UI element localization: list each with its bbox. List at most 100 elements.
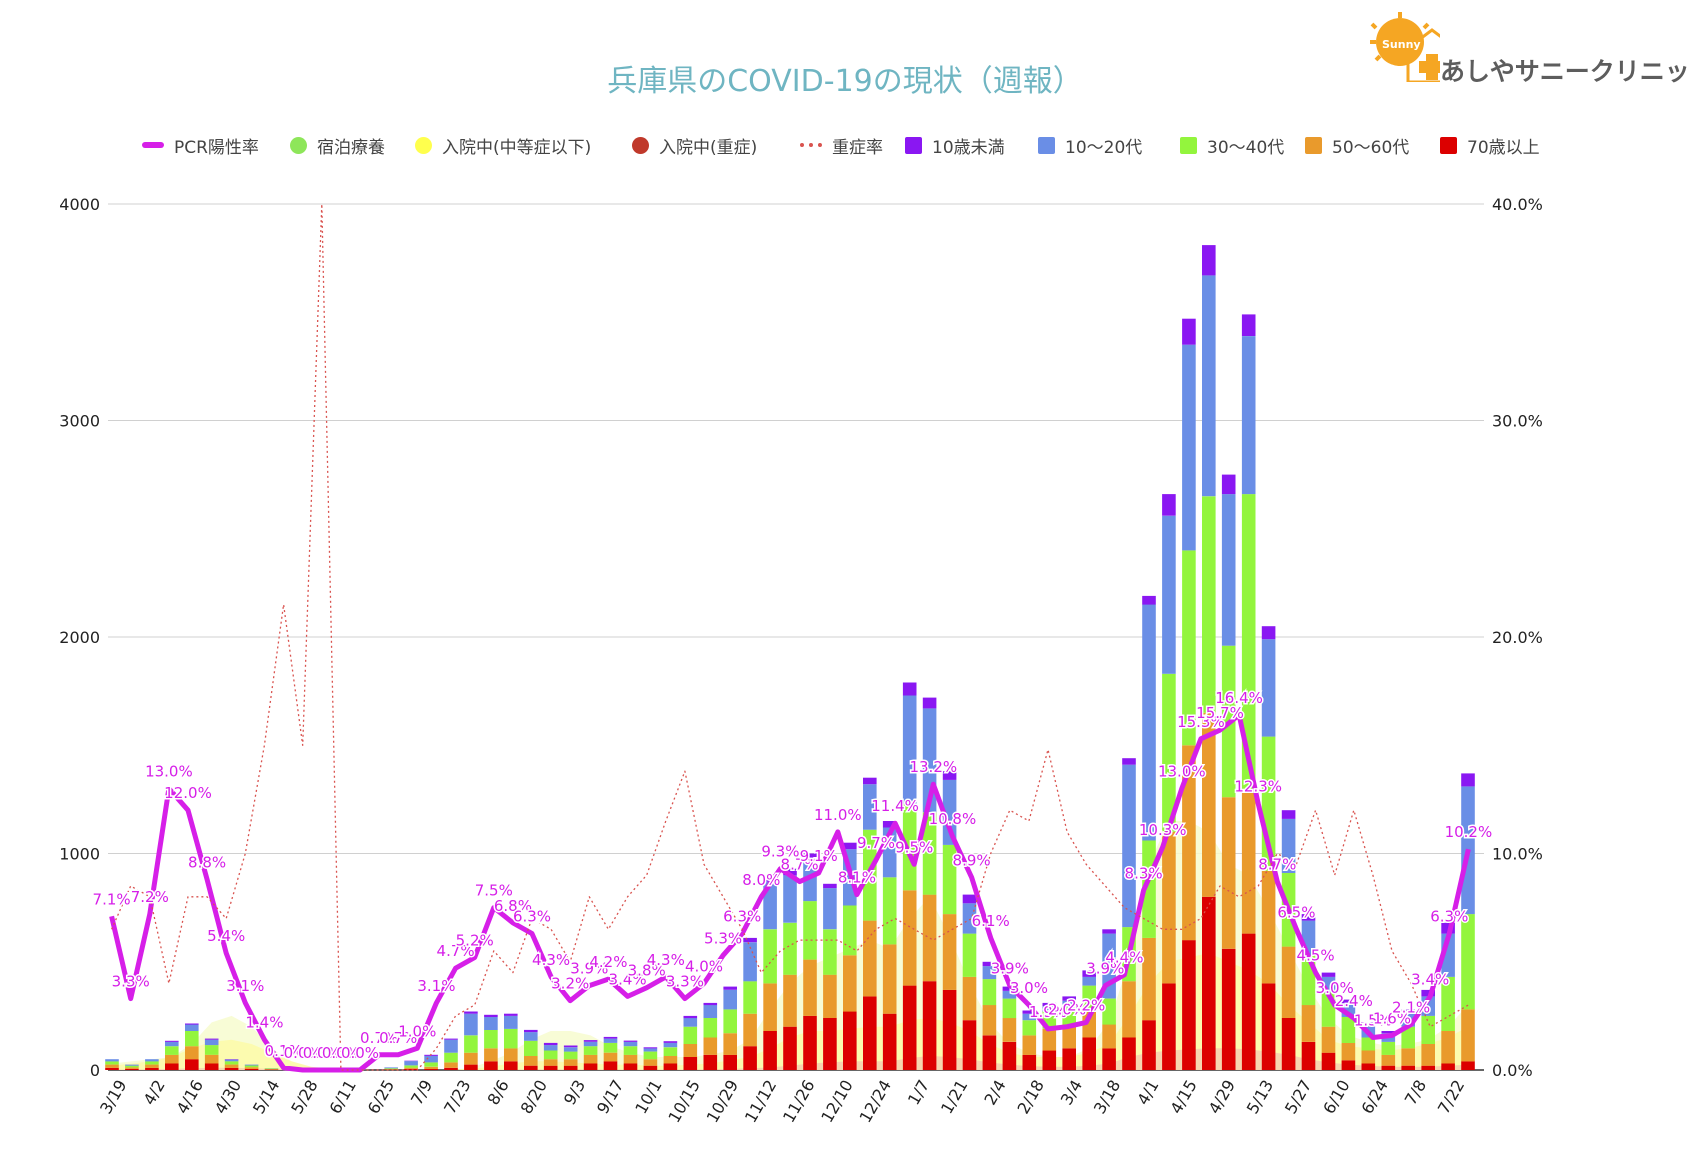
x-tick-label: 3/19 <box>96 1077 130 1118</box>
bar-30〜40代-8 <box>264 1068 279 1070</box>
bar-70歳以上-63 <box>1361 1063 1376 1070</box>
bar-50〜60代-40 <box>902 890 917 986</box>
legend-item-3[interactable]: 入院中(重症) <box>632 130 757 160</box>
bar-30〜40代-64 <box>1381 1041 1396 1055</box>
bar-10歳未満-23 <box>563 1045 578 1048</box>
legend-item-5[interactable]: 10歳未満 <box>905 130 1005 160</box>
bar-50〜60代-44 <box>982 1005 997 1036</box>
bar-30〜40代-49 <box>1082 985 1096 1010</box>
legend-item-7[interactable]: 30〜40代 <box>1180 130 1284 160</box>
x-tick-label: 8/6 <box>483 1077 512 1109</box>
bar-30〜40代-65 <box>1401 1026 1415 1049</box>
bar-10歳未満-3 <box>165 1040 179 1042</box>
legend-symbol <box>800 143 822 147</box>
pcr-data-label: 3.0% <box>1316 979 1354 997</box>
bar-10歳未満-34 <box>783 868 797 876</box>
bar-10〜20代-48 <box>1062 1000 1076 1008</box>
x-tick-label: 8/20 <box>517 1077 551 1118</box>
bar-50〜60代-51 <box>1122 981 1136 1038</box>
bar-70歳以上-45 <box>1002 1041 1017 1070</box>
bar-10〜20代-17 <box>444 1039 458 1053</box>
y-left-tick-label: 4000 <box>59 195 100 214</box>
bar-70歳以上-67 <box>1441 1063 1455 1070</box>
legend-item-8[interactable]: 50〜60代 <box>1305 130 1409 160</box>
legend: PCR陽性率 宿泊療養 入院中(中等症以下) 入院中(重症) 重症率 10歳未満 10〜20… <box>0 130 1690 160</box>
legend-label: PCR陽性率 <box>174 137 259 158</box>
bar-10歳未満-38 <box>863 777 877 785</box>
bar-30〜40代-28 <box>663 1047 678 1056</box>
legend-item-6[interactable]: 10〜20代 <box>1038 130 1142 160</box>
bar-70歳以上-6 <box>224 1067 239 1070</box>
bar-10〜20代-53 <box>1162 515 1176 674</box>
bar-30〜40代-45 <box>1002 998 1017 1019</box>
bar-50〜60代-2 <box>145 1064 159 1068</box>
pcr-data-label: 3.8% <box>628 962 666 980</box>
bar-30〜40代-19 <box>484 1029 498 1049</box>
bar-10歳未満-43 <box>962 894 977 904</box>
bar-50〜60代-50 <box>1102 1024 1116 1049</box>
bar-50〜60代-20 <box>504 1048 518 1062</box>
bar-10歳未満-52 <box>1142 595 1156 605</box>
bar-10〜20代-18 <box>464 1013 478 1036</box>
pcr-data-label: 9.7% <box>857 834 895 852</box>
legend-item-2[interactable]: 入院中(中等症以下) <box>415 130 591 160</box>
pcr-data-label: 6.3% <box>1430 908 1468 926</box>
legend-item-0[interactable]: PCR陽性率 <box>142 130 259 160</box>
x-tick-label: 10/29 <box>703 1077 743 1126</box>
bar-30〜40代-1 <box>125 1065 139 1068</box>
bar-70歳以上-55 <box>1202 896 1216 1070</box>
bar-10歳未満-25 <box>603 1036 618 1039</box>
bar-30〜40代-63 <box>1361 1037 1376 1051</box>
bar-10歳未満-66 <box>1421 989 1435 997</box>
bar-50〜60代-16 <box>424 1066 438 1069</box>
y-right-tick-label: 30.0% <box>1492 412 1543 431</box>
legend-label: 50〜60代 <box>1332 137 1410 158</box>
bar-10歳未満-48 <box>1062 996 1076 1001</box>
bar-70歳以上-62 <box>1341 1060 1356 1070</box>
bar-30〜40代-20 <box>504 1028 518 1049</box>
bar-10歳未満-51 <box>1122 758 1136 765</box>
legend-symbol <box>415 136 432 154</box>
legend-item-1[interactable]: 宿泊療養 <box>290 130 385 160</box>
pcr-data-label: 0.0% <box>284 1044 322 1062</box>
pcr-data-label: 6.3% <box>513 908 551 926</box>
bar-50〜60代-24 <box>583 1054 598 1064</box>
bar-50〜60代-23 <box>563 1059 578 1066</box>
legend-symbol <box>1440 136 1457 154</box>
bar-30〜40代-0 <box>105 1061 119 1065</box>
bar-10〜20代-36 <box>823 888 837 930</box>
legend-symbol <box>1305 136 1322 154</box>
bar-50〜60代-27 <box>643 1059 658 1066</box>
bar-50〜60代-48 <box>1062 1024 1076 1049</box>
bar-30〜40代-42 <box>942 844 957 915</box>
legend-label: 70歳以上 <box>1467 137 1540 158</box>
bar-10歳未満-19 <box>484 1014 498 1017</box>
x-tick-label: 1/7 <box>904 1077 933 1109</box>
pcr-data-label: 4.2% <box>589 953 627 971</box>
bar-10〜20代-40 <box>902 695 917 804</box>
bar-50〜60代-22 <box>543 1059 558 1066</box>
pcr-data-label: 9.5% <box>895 838 933 856</box>
bar-70歳以上-23 <box>563 1065 578 1070</box>
bar-70歳以上-40 <box>902 985 917 1070</box>
bar-10歳未満-41 <box>922 697 937 709</box>
bar-10〜20代-54 <box>1182 344 1196 551</box>
bar-50〜60代-26 <box>623 1054 638 1064</box>
bar-70歳以上-31 <box>723 1054 737 1070</box>
bar-70歳以上-53 <box>1162 983 1176 1070</box>
bar-10〜20代-14 <box>384 1067 398 1069</box>
pcr-data-label: 1.5% <box>1354 1012 1392 1030</box>
legend-item-9[interactable]: 70歳以上 <box>1440 130 1540 160</box>
bar-10〜20代-42 <box>942 779 957 845</box>
bar-30〜40代-27 <box>643 1051 658 1060</box>
pcr-data-label: 3.3% <box>666 973 704 991</box>
bar-70歳以上-19 <box>484 1061 498 1070</box>
y-right-tick-label: 10.0% <box>1492 845 1543 864</box>
bar-10〜20代-5 <box>204 1039 219 1046</box>
bar-10歳未満-32 <box>743 937 757 943</box>
bar-30〜40代-22 <box>543 1050 558 1060</box>
pcr-data-label: 4.4% <box>1105 949 1143 967</box>
bar-10〜20代-26 <box>623 1041 638 1047</box>
pcr-data-label: 10.2% <box>1445 823 1493 841</box>
legend-item-4[interactable]: 重症率 <box>800 130 883 160</box>
